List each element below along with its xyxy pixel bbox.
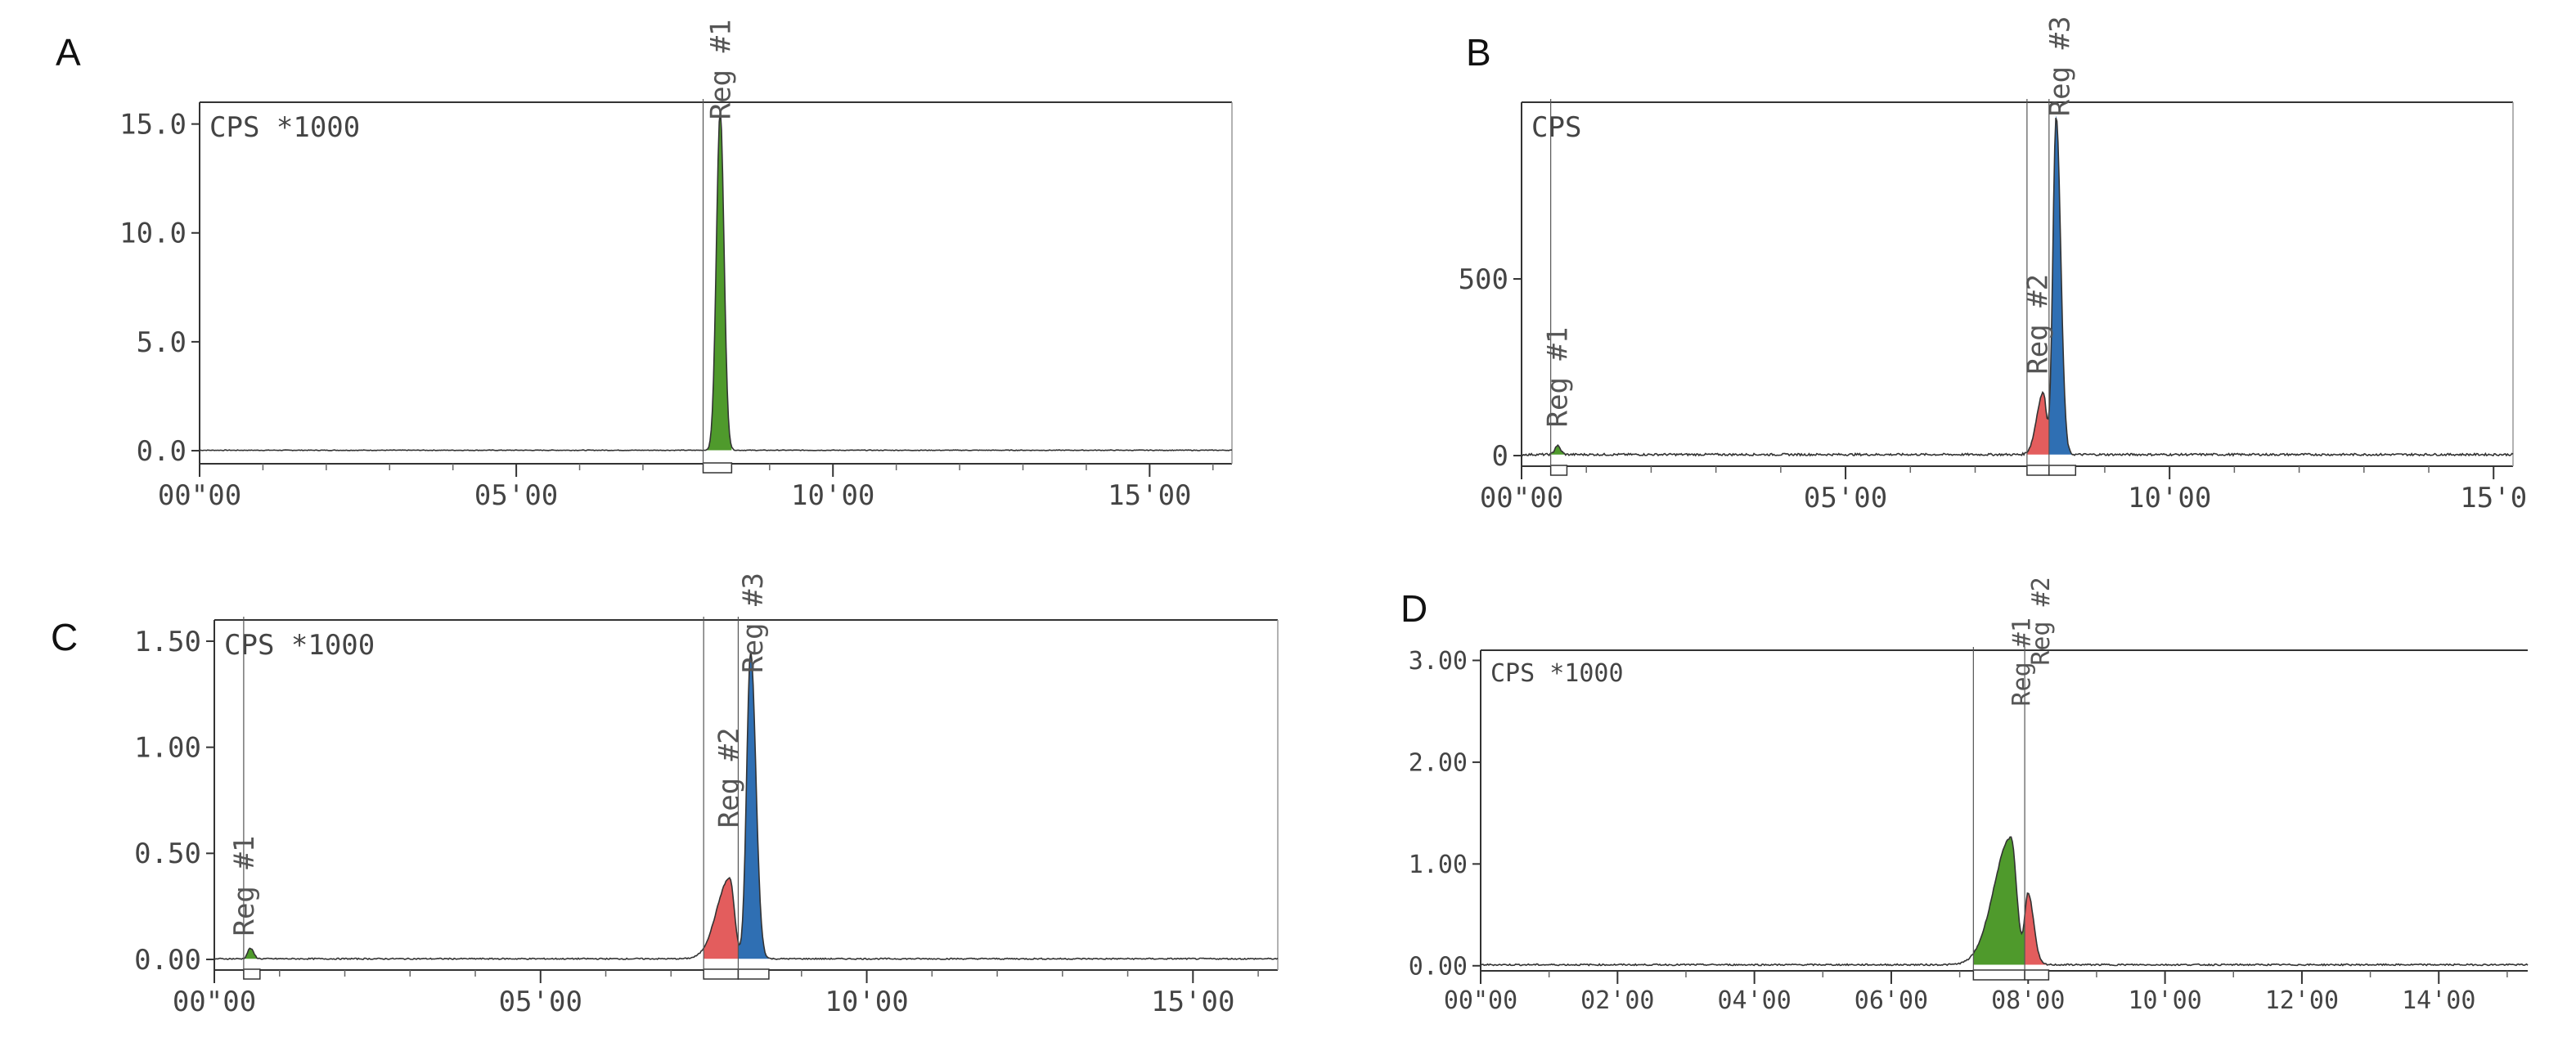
y-axis-label: CPS *1000 bbox=[224, 629, 375, 662]
panel-letter-a: A bbox=[56, 31, 81, 74]
peak-area bbox=[2048, 115, 2076, 455]
y-axis-label: CPS *1000 bbox=[209, 111, 360, 144]
y-tick-label: 0.00 bbox=[134, 944, 201, 977]
region-marker bbox=[703, 968, 740, 980]
peak-area bbox=[738, 651, 769, 959]
x-tick-label: 00"00 bbox=[158, 479, 241, 512]
y-tick-label: 0.00 bbox=[1409, 952, 1468, 981]
y-tick-label: 0.50 bbox=[134, 838, 201, 870]
y-tick-label: 1.00 bbox=[1409, 851, 1468, 879]
x-tick-label: 04'00 bbox=[1717, 986, 1791, 1015]
panel-letter-d: D bbox=[1400, 587, 1427, 630]
y-tick-label: 0.0 bbox=[137, 435, 187, 468]
x-tick-label: 00"00 bbox=[173, 986, 256, 1018]
region-marker bbox=[1972, 969, 2025, 981]
y-tick-label: 2.00 bbox=[1409, 748, 1468, 777]
y-tick-label: 0 bbox=[1492, 440, 1508, 473]
x-tick-label: 10'00 bbox=[791, 479, 874, 512]
chart-panel-a: CPS *1000 0.0 5.0 10.0 15.0 00"00 05'00 10'00 15… bbox=[119, 19, 1233, 512]
y-tick-label: 1.50 bbox=[134, 626, 201, 658]
region-marker bbox=[2026, 465, 2050, 476]
region-label: Reg #3 bbox=[737, 573, 770, 673]
x-tick-label: 00"00 bbox=[1444, 986, 1517, 1015]
region-label: Reg #1 bbox=[1541, 327, 1574, 428]
region-label: Reg #1 bbox=[2007, 618, 2036, 706]
y-tick-label: 1.00 bbox=[134, 732, 201, 765]
signal-trace bbox=[199, 110, 1232, 451]
peak-area bbox=[1973, 838, 2025, 965]
signal-trace bbox=[1480, 836, 2529, 967]
y-axis-label: CPS bbox=[1531, 111, 1581, 144]
x-tick-label: 10'00 bbox=[2128, 482, 2211, 514]
x-tick-label: 14'00 bbox=[2402, 986, 2475, 1015]
y-tick-label: 5.0 bbox=[137, 326, 187, 359]
peak-area bbox=[243, 948, 260, 959]
x-tick-label: 15'0 bbox=[2460, 482, 2527, 514]
region-label: Reg #1 bbox=[228, 836, 261, 936]
chart-panel-b: CPS 0 500 00"00 05'00 10'00 15'0 Reg #1 Reg #2 Re… bbox=[1459, 16, 2528, 514]
region-label: Reg #2 bbox=[2021, 274, 2054, 375]
x-tick-label: 10'00 bbox=[825, 986, 908, 1018]
x-tick-label: 02'00 bbox=[1580, 986, 1654, 1015]
y-axis-label: CPS *1000 bbox=[1490, 659, 1624, 688]
region-marker bbox=[702, 462, 733, 474]
y-tick-label: 3.00 bbox=[1409, 647, 1468, 676]
region-marker bbox=[2048, 465, 2077, 476]
region-label: Reg #2 bbox=[713, 727, 745, 828]
x-tick-label: 05'00 bbox=[474, 479, 558, 512]
x-tick-label: 00"00 bbox=[1480, 482, 1563, 514]
region-label: Reg #3 bbox=[2043, 16, 2076, 116]
region-marker bbox=[2024, 969, 2050, 981]
x-tick-label: 05'00 bbox=[1804, 482, 1887, 514]
panel-letter-c: C bbox=[51, 616, 78, 658]
signal-trace bbox=[1521, 117, 2514, 457]
y-tick-label: 15.0 bbox=[119, 109, 187, 141]
x-tick-label: 05'00 bbox=[499, 986, 582, 1018]
x-tick-label: 15'00 bbox=[1151, 986, 1234, 1018]
region-label: Reg #2 bbox=[2027, 577, 2056, 665]
region-label: Reg #1 bbox=[704, 19, 737, 119]
peak-area bbox=[704, 878, 739, 959]
chart-panel-d: CPS *1000 0.00 1.00 2.00 3.00 00"00 02'00 04'00… bbox=[1409, 577, 2529, 1015]
y-tick-label: 500 bbox=[1459, 263, 1508, 296]
peak-area bbox=[703, 110, 732, 451]
peak-area bbox=[2025, 892, 2049, 965]
peak-area bbox=[1550, 445, 1567, 455]
region-marker bbox=[737, 968, 770, 980]
x-tick-label: 08'00 bbox=[1991, 986, 2065, 1015]
x-tick-label: 15'00 bbox=[1108, 479, 1191, 512]
panel-letter-b: B bbox=[1466, 31, 1491, 74]
chart-panel-c: CPS *1000 0.00 0.50 1.00 1.50 00"00 05'00 10'00… bbox=[134, 573, 1279, 1018]
x-tick-label: 10'00 bbox=[2128, 986, 2201, 1015]
region-marker bbox=[1549, 465, 1568, 476]
region-marker bbox=[243, 968, 261, 980]
y-tick-label: 10.0 bbox=[119, 218, 187, 250]
x-tick-label: 06'00 bbox=[1854, 986, 1928, 1015]
x-tick-label: 12'00 bbox=[2265, 986, 2339, 1015]
signal-trace bbox=[214, 651, 1279, 961]
